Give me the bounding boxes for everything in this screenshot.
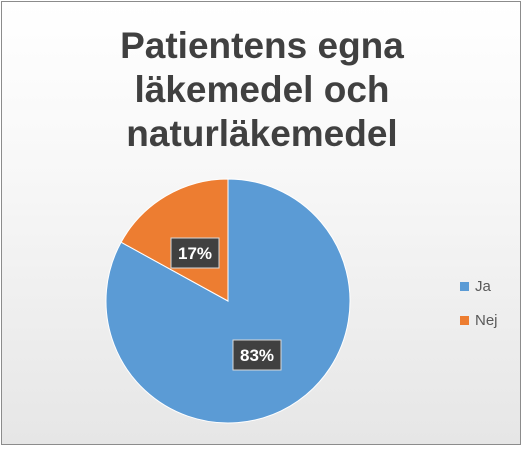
legend-item-nej: Nej (460, 311, 498, 329)
legend-swatch-nej (460, 315, 469, 325)
legend: Ja Nej (460, 277, 498, 345)
chart-title: Patientens egna läkemedel och naturläkem… (2, 24, 522, 156)
svg-text:17%: 17% (178, 244, 212, 263)
chart-title-line-2: läkemedel och (134, 69, 390, 110)
legend-swatch-ja (460, 281, 469, 291)
chart-title-line-1: Patientens egna (120, 25, 404, 66)
chart-title-line-3: naturläkemedel (126, 113, 398, 154)
legend-label-nej: Nej (475, 311, 498, 329)
data-label-nej: 17% (170, 237, 220, 269)
data-label-ja: 83% (232, 339, 282, 371)
legend-label-ja: Ja (475, 277, 491, 295)
svg-text:83%: 83% (240, 346, 274, 365)
legend-item-ja: Ja (460, 277, 498, 295)
